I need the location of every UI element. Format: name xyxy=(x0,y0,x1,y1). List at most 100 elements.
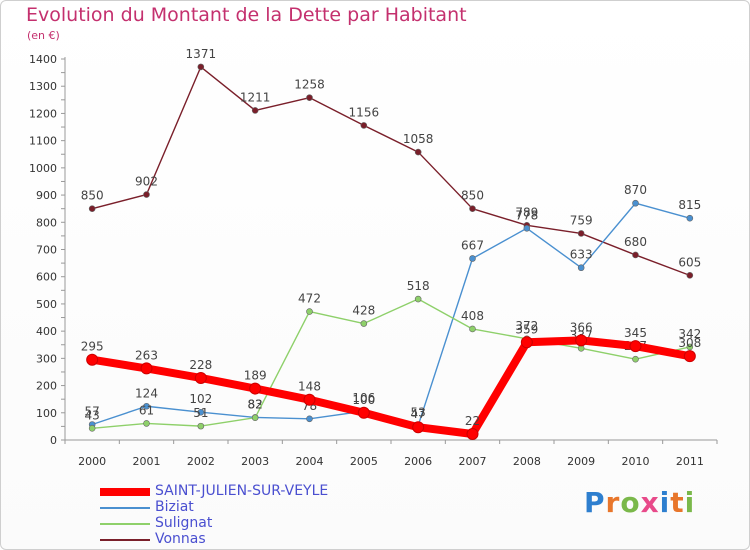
data-label-vonnas: 759 xyxy=(570,213,593,227)
y-tick-label: 800 xyxy=(36,216,57,229)
data-point-sulignat xyxy=(632,355,639,363)
y-tick-label: 900 xyxy=(36,189,57,202)
x-tick-label: 2010 xyxy=(622,455,650,468)
x-tick-label: 2006 xyxy=(404,455,432,468)
y-tick-label: 600 xyxy=(36,271,57,284)
data-label-sulignat: 51 xyxy=(193,406,208,420)
data-point-saint-julien-sur-veyle xyxy=(575,334,588,347)
x-tick-label: 2002 xyxy=(187,455,215,468)
data-point-saint-julien-sur-veyle xyxy=(357,406,370,419)
data-point-saint-julien-sur-veyle xyxy=(629,340,642,353)
data-label-saint-julien-sur-veyle: 366 xyxy=(570,320,593,334)
data-label-saint-julien-sur-veyle: 100 xyxy=(352,393,375,407)
data-label-vonnas: 902 xyxy=(135,175,158,189)
data-label-biziat: 83 xyxy=(248,397,263,411)
data-point-vonnas xyxy=(143,191,150,198)
data-label-vonnas: 789 xyxy=(515,205,538,219)
data-label-saint-julien-sur-veyle: 47 xyxy=(411,407,426,421)
y-tick-label: 200 xyxy=(36,380,57,393)
data-point-vonnas xyxy=(360,122,368,129)
data-label-saint-julien-sur-veyle: 263 xyxy=(135,348,158,362)
data-point-sulignat xyxy=(251,414,259,421)
data-label-vonnas: 1058 xyxy=(403,132,434,146)
data-label-sulignat: 472 xyxy=(298,292,321,306)
data-point-saint-julien-sur-veyle xyxy=(683,350,696,363)
data-label-biziat: 53 xyxy=(411,406,426,420)
logo-letter: r xyxy=(605,486,621,519)
data-point-sulignat xyxy=(469,325,476,333)
x-tick-label: 2004 xyxy=(296,455,324,468)
series-line-saint-julien-sur-veyle xyxy=(88,336,694,439)
legend-swatch xyxy=(100,539,150,541)
data-point-sulignat xyxy=(197,422,205,430)
series-line-sulignat xyxy=(91,298,691,429)
data-point-saint-julien-sur-veyle xyxy=(466,428,479,441)
logo-letter: i xyxy=(659,486,671,519)
y-tick-label: 100 xyxy=(36,407,57,420)
data-label-saint-julien-sur-veyle: 22 xyxy=(465,414,480,428)
y-tick-label: 300 xyxy=(36,352,57,365)
data-point-sulignat xyxy=(143,420,150,427)
data-label-biziat: 870 xyxy=(624,183,647,197)
data-point-biziat xyxy=(632,199,639,207)
data-point-saint-julien-sur-veyle xyxy=(412,421,425,434)
data-label-vonnas: 680 xyxy=(624,235,647,249)
data-label-vonnas: 1211 xyxy=(240,90,271,104)
y-tick-label: 0 xyxy=(50,434,57,447)
y-tick-label: 1200 xyxy=(29,107,57,120)
data-label-vonnas: 850 xyxy=(461,189,484,203)
data-point-sulignat xyxy=(414,295,422,303)
data-label-biziat: 106 xyxy=(352,391,375,405)
data-point-vonnas xyxy=(306,94,313,101)
data-point-sulignat xyxy=(360,320,368,327)
data-label-vonnas: 1156 xyxy=(349,105,380,119)
x-tick-label: 2000 xyxy=(78,455,106,468)
data-point-saint-julien-sur-veyle xyxy=(194,371,207,384)
y-tick-label: 1300 xyxy=(29,80,57,93)
logo-letter: t xyxy=(670,486,685,519)
data-point-biziat xyxy=(577,264,585,272)
data-point-vonnas xyxy=(88,205,96,212)
x-tick-label: 2007 xyxy=(459,455,487,468)
data-label-vonnas: 1371 xyxy=(186,47,217,61)
data-point-sulignat xyxy=(88,424,96,432)
data-label-saint-julien-sur-veyle: 295 xyxy=(81,340,104,354)
series-line-vonnas xyxy=(91,66,691,277)
data-label-vonnas: 850 xyxy=(81,189,104,203)
data-point-vonnas xyxy=(469,205,476,212)
logo-letter: x xyxy=(640,486,660,519)
data-point-biziat xyxy=(197,408,205,416)
data-point-vonnas xyxy=(197,63,205,71)
data-label-sulignat: 518 xyxy=(407,279,430,293)
data-label-saint-julien-sur-veyle: 148 xyxy=(298,380,321,394)
legend-swatch xyxy=(100,507,150,509)
data-point-vonnas xyxy=(414,148,422,156)
series-line-biziat xyxy=(91,202,691,427)
legend-label: SAINT-JULIEN-SUR-VEYLE xyxy=(155,483,329,499)
x-tick-label: 2009 xyxy=(567,455,595,468)
legend-swatch xyxy=(100,488,150,496)
proxiti-logo: Proxiti xyxy=(584,486,695,519)
legend-label: Vonnas xyxy=(155,531,206,547)
y-tick-label: 1000 xyxy=(29,162,57,175)
data-point-biziat xyxy=(143,402,150,410)
data-label-sulignat: 61 xyxy=(139,403,154,417)
data-label-sulignat: 43 xyxy=(85,408,100,422)
line-chart: 0 100 200 300 400 500 600 700 800 900 1000 1100 1200… xyxy=(29,47,718,468)
data-point-saint-julien-sur-veyle xyxy=(86,353,99,366)
y-tick-label: 1400 xyxy=(29,53,57,66)
chart-title: Evolution du Montant de la Dette par Hab… xyxy=(26,4,467,26)
data-point-saint-julien-sur-veyle xyxy=(249,382,262,395)
data-label-sulignat: 372 xyxy=(515,319,538,333)
data-point-vonnas xyxy=(632,251,639,259)
data-label-sulignat: 428 xyxy=(352,304,375,318)
data-label-biziat: 667 xyxy=(461,238,484,252)
data-label-saint-julien-sur-veyle: 359 xyxy=(515,322,538,336)
data-label-biziat: 633 xyxy=(570,248,593,262)
y-tick-label: 400 xyxy=(36,325,57,338)
data-label-saint-julien-sur-veyle: 189 xyxy=(244,369,267,383)
logo-letter: P xyxy=(584,486,606,519)
legend-label: Sulignat xyxy=(155,515,213,531)
y-tick-label: 1100 xyxy=(29,135,57,148)
